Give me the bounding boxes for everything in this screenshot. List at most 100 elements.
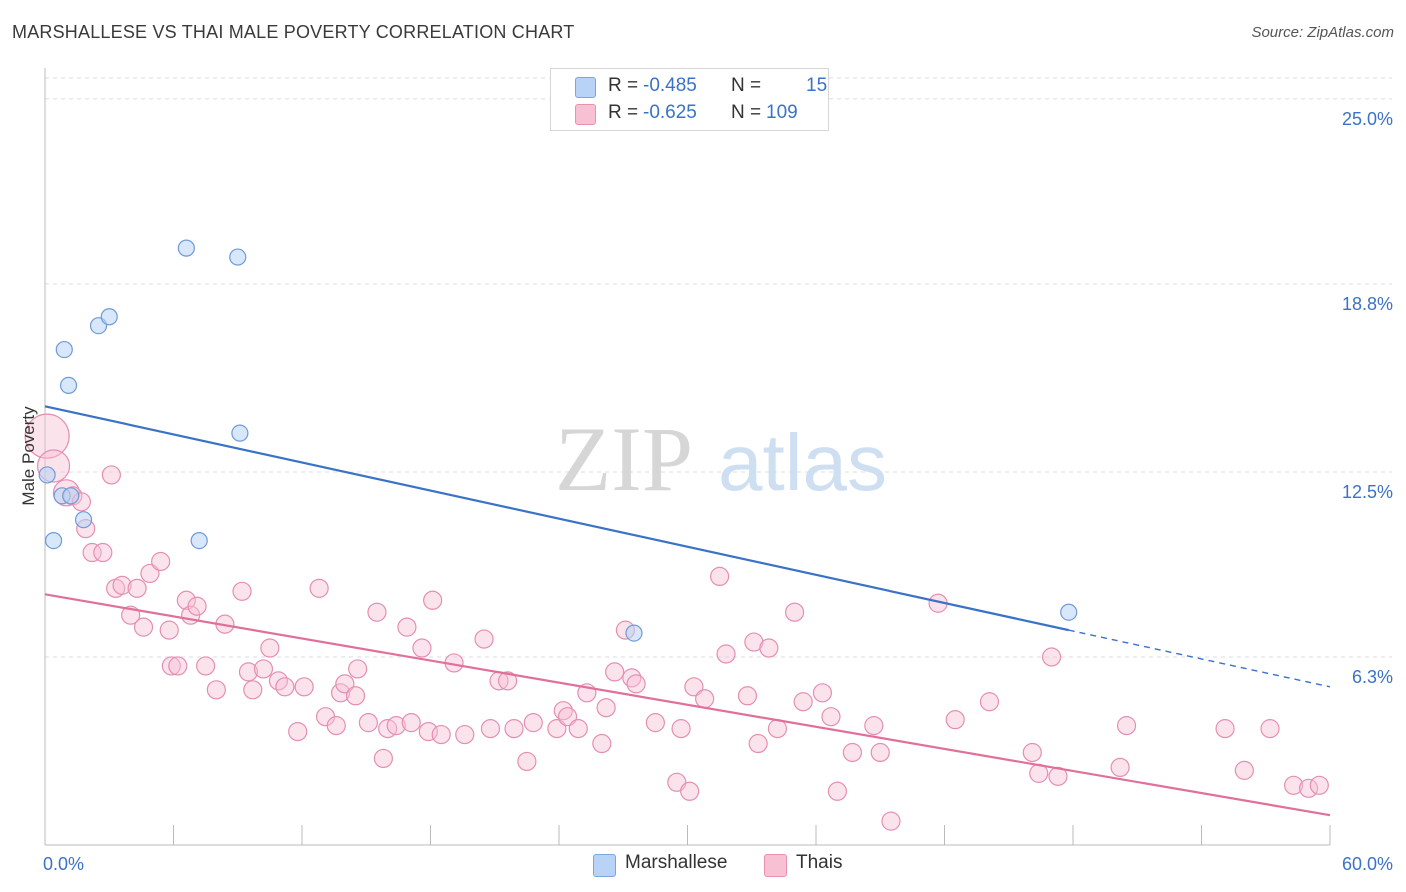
thais-point (133, 617, 154, 637)
thais-point (159, 620, 179, 640)
thais-point (737, 686, 758, 706)
thais-point (345, 686, 366, 706)
r-value: -0.625 (643, 102, 697, 123)
thais-point (455, 724, 475, 745)
thais-point (626, 674, 646, 694)
thais-point (684, 677, 704, 697)
legend-label: Marshallese (625, 852, 728, 873)
marshallese-trend-extension (1068, 629, 1331, 688)
thais-point (367, 602, 387, 622)
thais-point (945, 710, 965, 730)
thais-point (294, 677, 314, 697)
thais-point (401, 713, 421, 733)
marshallese-point (74, 511, 93, 529)
y-axis-label: Male Poverty (19, 406, 38, 506)
watermark-atlas: atlas (718, 418, 887, 507)
thais-point (161, 656, 181, 676)
thais-point (517, 751, 537, 772)
thais-swatch (764, 854, 787, 877)
thais-point (1234, 760, 1254, 780)
thais-point (474, 629, 494, 649)
thais-point (335, 674, 355, 694)
thais-point (547, 719, 567, 739)
thais-point (168, 656, 188, 676)
r-value: -0.485 (643, 75, 697, 96)
thais-point (1022, 742, 1042, 763)
thais-point (386, 716, 406, 736)
series-thais-points (24, 413, 1329, 831)
n-value: 109 (766, 102, 798, 123)
thais-point (151, 551, 171, 572)
marshallese-point (44, 531, 63, 550)
thais-point (748, 733, 768, 754)
thais-point (842, 742, 863, 763)
legend-label: Thais (796, 852, 843, 873)
n-label: N = (731, 75, 762, 96)
r-label: R = (608, 102, 639, 123)
thais-point (112, 575, 132, 595)
marshallese-trend-line (44, 405, 1069, 632)
thais-point (373, 748, 393, 769)
x-tick-label: 60.0% (1342, 854, 1393, 874)
thais-point (793, 692, 813, 712)
thais-point (24, 413, 70, 459)
marshallese-point (190, 531, 208, 550)
thais-point (821, 707, 841, 727)
thais-point (288, 721, 308, 742)
thais-point (1309, 775, 1329, 795)
marshallese-point (38, 466, 56, 484)
thais-point (93, 542, 113, 563)
watermark-zip: ZIP (555, 408, 693, 510)
stats-legend: R = -0.485 N = 15 R = -0.625 N = 109 (550, 68, 829, 131)
marshallese-point (1060, 603, 1078, 621)
thais-point (243, 680, 263, 700)
marshallese-point (231, 424, 249, 442)
x-tick-label: 0.0% (43, 854, 84, 874)
thais-point (557, 707, 578, 727)
thais-point (232, 581, 252, 601)
thais-point (671, 719, 691, 739)
thais-point (864, 716, 884, 736)
marshallese-point (62, 487, 80, 505)
thais-point (1260, 719, 1280, 739)
thais-point (206, 680, 226, 700)
thais-point (1110, 757, 1130, 778)
thais-point (605, 662, 625, 682)
tick-labels: 6.3% 12.5% 18.8% 25.0% 0.0% 60.0% (43, 109, 1393, 874)
thais-point (187, 596, 207, 616)
marshallese-point (229, 248, 247, 266)
thais-point (260, 638, 280, 658)
n-label: N = (731, 102, 762, 123)
y-tick-label: 6.3% (1352, 667, 1393, 687)
marshallese-point (55, 340, 73, 359)
thais-point (238, 662, 259, 682)
thais-point (330, 683, 351, 703)
series-legend: Marshallese Thais (0, 851, 1406, 879)
thais-point (348, 659, 368, 679)
thais-point (812, 683, 833, 703)
trend-lines (44, 405, 1331, 817)
marshallese-swatch (575, 77, 596, 98)
source-label: Source: ZipAtlas.com (1251, 24, 1394, 41)
thais-point (695, 689, 715, 709)
thais-point (881, 811, 901, 831)
thais-point (1215, 719, 1235, 739)
chart-title: MARSHALLESE VS THAI MALE POVERTY CORRELA… (12, 22, 575, 42)
thais-point (498, 671, 518, 691)
thais-point (596, 698, 616, 718)
marshallese-point (100, 308, 118, 326)
thais-point (1298, 778, 1319, 798)
thais-point (140, 563, 160, 584)
thais-point (176, 590, 196, 610)
thais-point (716, 644, 736, 664)
thais-point (759, 638, 779, 658)
r-label: R = (608, 75, 639, 96)
thais-trend-line (44, 593, 1331, 817)
thais-point (592, 733, 612, 754)
thais-point (412, 638, 432, 658)
thais-point (196, 656, 216, 676)
marshallese-swatch (593, 854, 616, 877)
thais-point (523, 713, 543, 733)
n-value: 15 (806, 75, 828, 96)
